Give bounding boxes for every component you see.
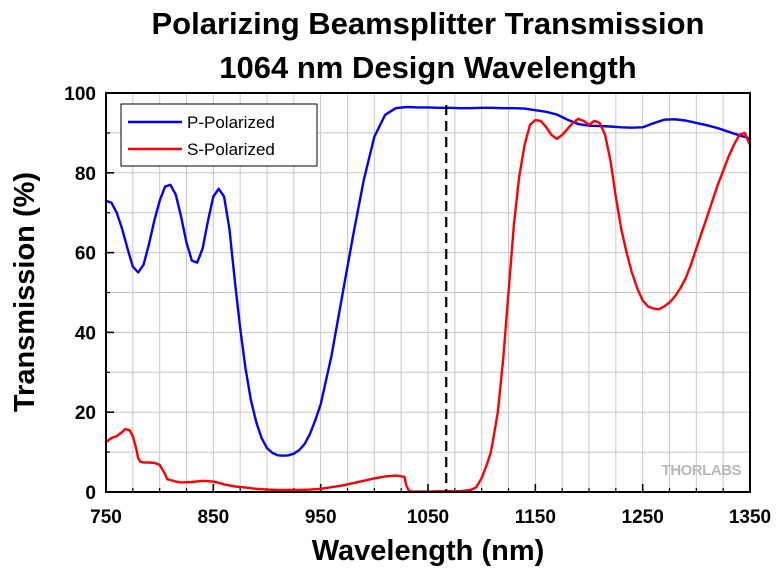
series-group <box>104 105 752 493</box>
x-axis-label: Wavelength (nm) <box>312 535 545 567</box>
series-line-s-polarized <box>104 117 752 493</box>
x-ticks: 750 850 950 1050 1150 1250 1350 <box>90 484 771 528</box>
x-tick-label: 750 <box>90 507 122 528</box>
x-tick-label: 950 <box>305 507 337 528</box>
legend: P-Polarized S-Polarized <box>120 103 318 167</box>
series-line-p-polarized <box>104 105 752 457</box>
x-tick-label: 850 <box>197 507 229 528</box>
plot-frame <box>105 92 751 493</box>
x-tick-label: 1050 <box>407 507 449 528</box>
legend-box <box>120 103 318 167</box>
legend-label-p: P-Polarized <box>187 113 275 132</box>
chart-title-line-2: 1064 nm Design Wavelength <box>219 50 636 85</box>
y-tick-label: 20 <box>75 403 96 424</box>
y-tick-label: 60 <box>75 244 96 265</box>
y-tick-label: 80 <box>75 164 96 185</box>
y-ticks: 0 20 40 60 80 100 <box>64 84 114 504</box>
x-tick-label: 1150 <box>515 507 556 528</box>
x-tick-label: 1250 <box>622 507 664 528</box>
chart-title-line-1: Polarizing Beamsplitter Transmission <box>152 6 705 41</box>
x-tick-label: 1350 <box>729 507 771 528</box>
thorlabs-watermark: THORLABS <box>662 462 742 479</box>
y-tick-label: 40 <box>75 323 96 344</box>
y-axis-label: Transmission (%) <box>9 172 41 412</box>
legend-label-s: S-Polarized <box>187 140 275 159</box>
y-tick-label: 100 <box>64 84 96 105</box>
y-tick-label: 0 <box>85 483 96 504</box>
